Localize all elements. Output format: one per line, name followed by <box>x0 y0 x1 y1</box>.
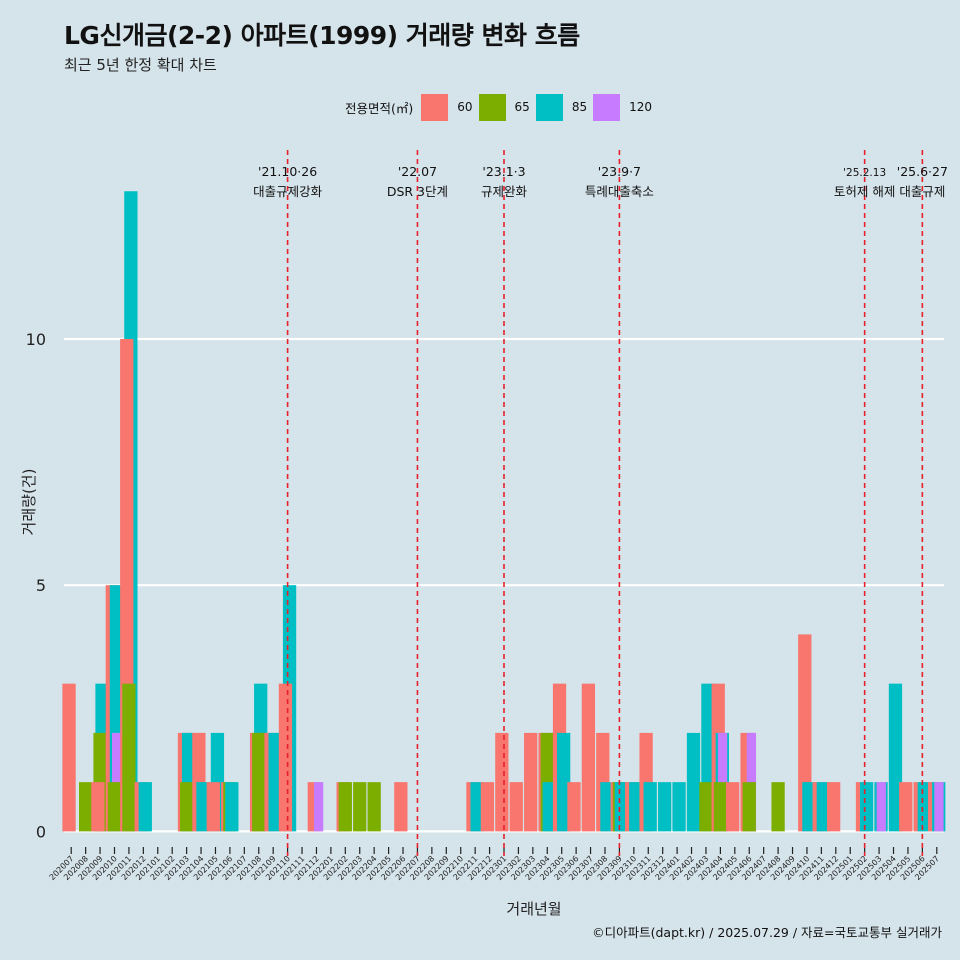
bar-202212-60 <box>480 782 495 832</box>
event-date-202502: '25.2.13 <box>843 167 886 179</box>
bar-202410-85 <box>802 782 816 832</box>
bar-202109-85 <box>268 732 282 832</box>
source-caption: ©디아파트(dapt.kr) / 2025.07.29 / 자료=국토교통부 실… <box>592 925 942 940</box>
bar-202008-65 <box>79 782 93 832</box>
event-date-202207: '22.07 <box>398 164 437 179</box>
legend: 전용면적(㎡) 60 65 85 120 <box>345 92 658 122</box>
bar-202303-60 <box>524 732 538 832</box>
event-label-202110: 대출규제강화 <box>253 184 323 199</box>
y-tick-label-10: 10 <box>26 330 46 349</box>
bar-202011-65 <box>122 683 136 832</box>
x-axis-title: 거래년월 <box>506 900 561 918</box>
bar-202010-65 <box>107 782 122 832</box>
bar-202105-60 <box>206 782 220 832</box>
legend-title: 전용면적(㎡) <box>345 100 414 116</box>
event-label-202301: 규제완화 <box>481 184 528 199</box>
bar-202108-65 <box>252 732 266 832</box>
bar-202308-85 <box>600 782 614 832</box>
bar-202204-65 <box>367 782 381 832</box>
bar-202411-85 <box>816 782 830 832</box>
bar-202309-85 <box>614 782 628 832</box>
event-date-202110: '21.10·26 <box>258 164 317 179</box>
bar-202103-65 <box>179 782 194 832</box>
bar-202301-60 <box>495 732 509 832</box>
y-axis-title: 거래량(건) <box>20 469 38 536</box>
y-tick-label-5: 5 <box>36 576 46 595</box>
bar-202106-85 <box>225 782 239 832</box>
bar-202203-65 <box>353 782 367 832</box>
bar-202305-85 <box>557 732 571 832</box>
legend-item-65: 65 <box>478 93 530 121</box>
bar-202302-60 <box>509 782 523 832</box>
legend-label-65: 65 <box>514 100 530 114</box>
bar-202404-65 <box>713 782 728 832</box>
bar-202507-120 <box>934 782 944 832</box>
bar-202110-60 <box>278 683 293 832</box>
event-label-202207: DSR 3단계 <box>387 184 448 199</box>
bar-202112-120 <box>313 782 324 832</box>
legend-item-85: 85 <box>535 93 588 121</box>
bar-202401-85 <box>672 782 686 832</box>
bar-202206-60 <box>394 782 408 832</box>
legend-label-120: 120 <box>629 100 653 114</box>
bar-202306-60 <box>567 782 581 832</box>
chart-subtitle: 최근 5년 한정 확대 차트 <box>64 56 217 74</box>
event-label-202309: 특례대출축소 <box>585 184 654 199</box>
legend-swatch-120 <box>593 93 621 121</box>
bar-202211-85 <box>470 782 484 832</box>
bar-202312-85 <box>658 782 672 832</box>
chart-title: LG신개금(2-2) 아파트(1999) 거래량 변화 흐름 <box>64 21 580 50</box>
legend-label-60: 60 <box>457 100 473 114</box>
legend-swatch-85 <box>535 93 563 121</box>
bar-202012-85 <box>138 782 152 832</box>
bar-202009-60 <box>91 782 105 832</box>
bar-202104-85 <box>196 782 210 832</box>
bar-202310-85 <box>629 782 643 832</box>
bar-202311-85 <box>643 782 657 832</box>
bar-202503-120 <box>876 782 886 832</box>
event-date-202309: '23.9·7 <box>598 164 641 179</box>
bar-202504-85 <box>888 683 903 832</box>
bar-202502-85 <box>859 782 874 832</box>
bar-202405-60 <box>726 782 740 832</box>
bar-202304-85 <box>542 782 556 832</box>
legend-item-60: 60 <box>421 93 473 121</box>
bar-202408-65 <box>771 782 785 832</box>
bar-202402-85 <box>686 732 701 832</box>
bar-202505-60 <box>899 782 913 832</box>
bar-202202-65 <box>338 782 352 832</box>
y-tick-label-0: 0 <box>36 822 46 841</box>
event-label-202502: 토허제 해제 <box>834 184 895 199</box>
event-date-202506: '25.6·27 <box>897 164 948 179</box>
bar-202406-65 <box>742 782 756 832</box>
legend-swatch-65 <box>478 93 506 121</box>
bar-202412-60 <box>827 782 841 832</box>
legend-item-120: 120 <box>593 93 653 121</box>
bar-202506-85 <box>917 782 931 832</box>
bar-202307-60 <box>581 683 596 832</box>
legend-label-85: 85 <box>571 100 588 114</box>
bar-202403-65 <box>699 782 713 832</box>
legend-swatch-60 <box>421 93 449 121</box>
event-date-202301: '23.1·3 <box>482 164 525 179</box>
bar-202007-60 <box>62 683 76 832</box>
event-label-202506: 대출규제 <box>899 184 945 199</box>
